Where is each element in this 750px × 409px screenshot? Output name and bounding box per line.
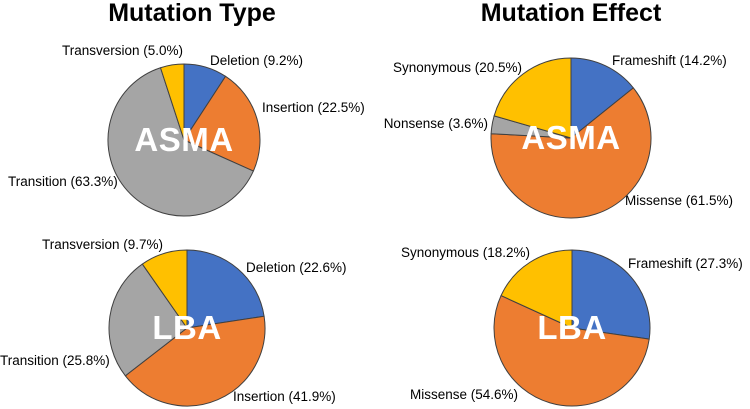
pie-svg	[493, 249, 651, 407]
pie-slice-missense	[493, 295, 650, 407]
pie-slice-deletion	[186, 249, 265, 329]
pie-slice-transversion	[141, 249, 188, 329]
slice-label-nonsense: Nonsense (3.6%)	[383, 116, 488, 131]
slice-label-deletion: Deletion (22.6%)	[246, 260, 347, 275]
pie-svg	[107, 63, 261, 217]
slice-label-synonymous: Synonymous (20.5%)	[392, 60, 522, 75]
slice-label-insertion: Insertion (41.9%)	[233, 389, 336, 404]
pie-center-label-asma: ASMA	[521, 119, 621, 156]
slice-label-transition: Transition (63.3%)	[8, 174, 118, 189]
slice-label-synonymous: Synonymous (18.2%)	[400, 245, 530, 260]
slice-label-missense: Missense (54.6%)	[410, 387, 519, 402]
pie-slice-frameshift	[570, 57, 634, 139]
pie-slice-transversion	[160, 63, 185, 141]
slice-label-deletion: Deletion (9.2%)	[210, 53, 304, 68]
slice-label-transversion: Transversion (5.0%)	[61, 43, 183, 58]
slice-label-frameshift: Frameshift (27.3%)	[628, 256, 743, 271]
pie-center-label-lba: LBA	[152, 309, 222, 346]
pie-svg	[490, 57, 652, 219]
pie-svg	[108, 249, 266, 407]
pie-slice-transition	[108, 263, 188, 377]
pie-center-label-asma: ASMA	[134, 121, 234, 158]
pie-slice-insertion	[124, 315, 266, 407]
pie-slice-frameshift	[571, 249, 651, 340]
slice-label-transition: Transition (25.8%)	[0, 353, 110, 368]
pie-slice-transition	[107, 67, 254, 217]
pie-slice-synonymous	[500, 249, 573, 329]
slice-label-missense: Missense (61.5%)	[625, 193, 734, 208]
column-title-mutation-type: Mutation Type	[108, 0, 276, 27]
column-title-mutation-effect: Mutation Effect	[480, 0, 662, 27]
pie-slice-synonymous	[493, 57, 572, 139]
slice-label-insertion: Insertion (22.5%)	[262, 100, 365, 115]
pie-slice-missense	[490, 87, 652, 219]
slice-label-frameshift: Frameshift (14.2%)	[612, 53, 727, 68]
pie-center-label-lba: LBA	[537, 309, 607, 346]
pie-slice-insertion	[183, 75, 261, 172]
slice-label-transversion: Transversion (9.7%)	[41, 237, 163, 252]
